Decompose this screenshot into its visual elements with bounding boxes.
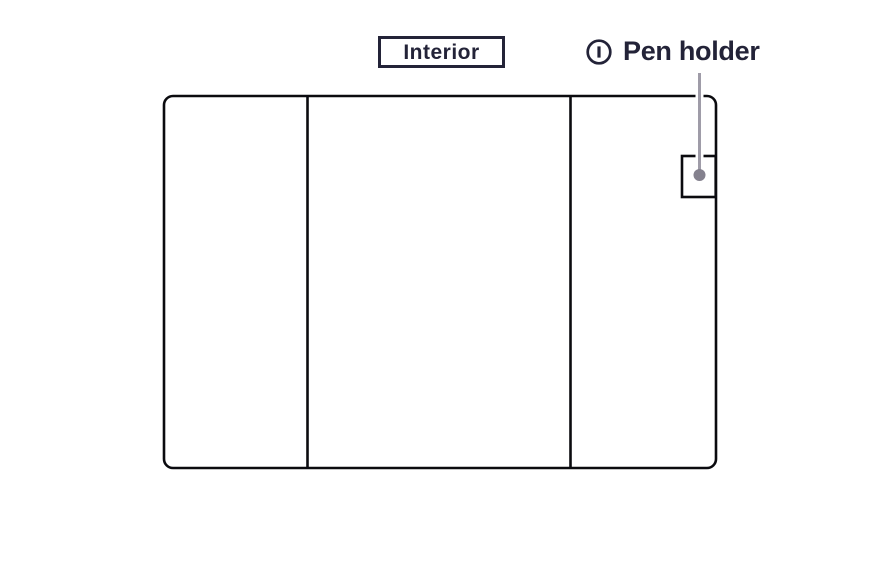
callout-marker-dot bbox=[693, 169, 706, 181]
pen-holder-callout: Pen holder bbox=[586, 33, 760, 70]
interior-section-label: Interior bbox=[378, 36, 505, 68]
cover-outline bbox=[162, 94, 718, 470]
pen-holder-callout-text: Pen holder bbox=[623, 36, 760, 66]
circled-letter-i-icon bbox=[586, 38, 612, 65]
interior-section-label-text: Interior bbox=[403, 40, 480, 64]
